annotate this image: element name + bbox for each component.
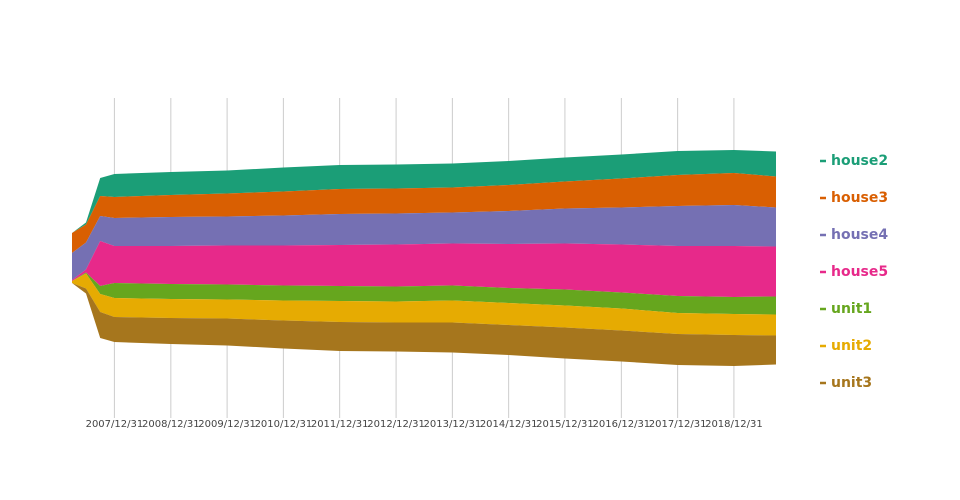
legend-label: house2	[831, 153, 888, 169]
stream-area	[72, 150, 776, 233]
legend-label: house3	[831, 190, 888, 206]
x-tick-label: 2009/12/31	[198, 419, 256, 430]
x-tick-label: 2015/12/31	[536, 419, 594, 430]
x-tick-label: 2010/12/31	[255, 419, 313, 430]
x-tick-label: 2014/12/31	[480, 419, 538, 430]
stream-area	[72, 205, 776, 280]
x-tick-label: 2018/12/31	[705, 419, 763, 430]
legend-label: unit3	[831, 375, 872, 391]
x-tick-label: 2013/12/31	[424, 419, 482, 430]
stream-area	[72, 273, 776, 336]
legend-label: house5	[831, 264, 888, 280]
legend-label: unit1	[831, 301, 872, 317]
x-tick-label: 2017/12/31	[649, 419, 707, 430]
x-tick-label: 2007/12/31	[86, 419, 144, 430]
stream-area	[72, 272, 776, 315]
x-tick-label: 2012/12/31	[367, 419, 425, 430]
x-tick-label: 2011/12/31	[311, 419, 369, 430]
stream-area	[72, 173, 776, 253]
legend-label: unit2	[831, 338, 872, 354]
legend-label: house4	[831, 227, 888, 243]
stream-area	[72, 241, 776, 297]
stream-area	[72, 283, 776, 366]
x-tick-label: 2016/12/31	[593, 419, 651, 430]
x-tick-label: 2008/12/31	[142, 419, 200, 430]
